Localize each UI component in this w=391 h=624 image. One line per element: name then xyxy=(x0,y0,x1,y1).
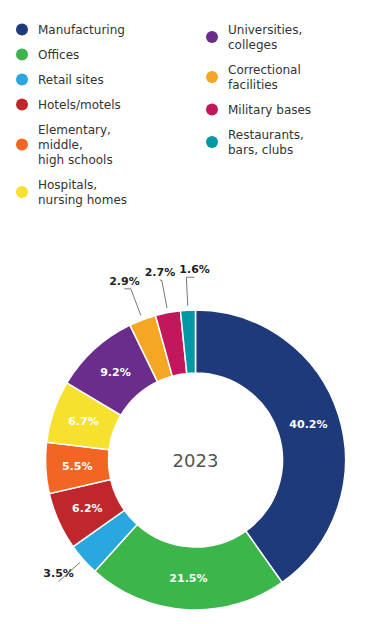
legend-swatch xyxy=(206,104,218,116)
leader-line xyxy=(124,289,140,316)
data-label: 6.7% xyxy=(68,415,99,428)
legend-swatch xyxy=(16,99,28,111)
legend-swatch xyxy=(206,31,218,43)
legend-swatch xyxy=(16,186,28,198)
legend-label: Restaurants,bars, clubs xyxy=(228,128,304,157)
legend-label: Manufacturing xyxy=(38,23,125,37)
chart: Manufacturing Offices Retail sites Hotels/m… xyxy=(0,0,391,624)
legend-item: Hotels/motels xyxy=(16,98,121,112)
legend-item: Correctionalfacilities xyxy=(206,63,301,92)
legend-item: Universities,colleges xyxy=(206,23,302,52)
data-label: 2.9% xyxy=(109,275,140,288)
legend-item: Elementary,middle,high schools xyxy=(16,123,113,167)
data-label: 6.2% xyxy=(72,502,103,515)
legend-label: Offices xyxy=(38,48,79,62)
legend-swatch xyxy=(16,74,28,86)
data-label: 40.2% xyxy=(289,418,327,431)
legend-item: Manufacturing xyxy=(16,23,125,37)
leader-line xyxy=(160,280,167,308)
slice xyxy=(196,310,346,582)
data-label: 9.2% xyxy=(100,366,131,379)
legend-label: Retail sites xyxy=(38,73,104,87)
slices xyxy=(46,310,346,610)
legend-item: Hospitals,nursing homes xyxy=(16,178,127,207)
legend-swatch xyxy=(16,49,28,61)
legend-swatch xyxy=(206,136,218,148)
data-labels: 40.2% 21.5% 3.5% 6.2% 5.5% 6.7% 9.2% 2.9% 2.7%1.… xyxy=(43,263,327,585)
slice xyxy=(180,310,195,373)
legend-label: Universities,colleges xyxy=(228,23,302,52)
legend-swatch xyxy=(16,139,28,151)
legend-label: Hospitals,nursing homes xyxy=(38,178,127,207)
data-label: 2.7% xyxy=(145,266,176,279)
data-label: 21.5% xyxy=(169,572,207,585)
legend-label: Hotels/motels xyxy=(38,98,121,112)
legend-item: Retail sites xyxy=(16,73,104,87)
data-label: 3.5% xyxy=(43,567,74,580)
legend-item: Restaurants,bars, clubs xyxy=(206,128,304,157)
legend-label: Elementary,middle,high schools xyxy=(38,123,113,167)
slice xyxy=(46,442,111,494)
center-title: 2023 xyxy=(173,450,219,471)
leader-line xyxy=(186,277,194,305)
legend-item: Offices xyxy=(16,48,79,62)
data-label: 1.6% xyxy=(179,263,210,276)
legend-swatch xyxy=(206,71,218,83)
legend-item: Military bases xyxy=(206,103,311,117)
data-label: 5.5% xyxy=(62,460,93,473)
legend-label: Military bases xyxy=(228,103,311,117)
legend: Manufacturing Offices Retail sites Hotels/m… xyxy=(16,23,311,207)
legend-swatch xyxy=(16,24,28,36)
legend-label: Correctionalfacilities xyxy=(228,63,301,92)
pie: 2023 xyxy=(46,310,346,610)
